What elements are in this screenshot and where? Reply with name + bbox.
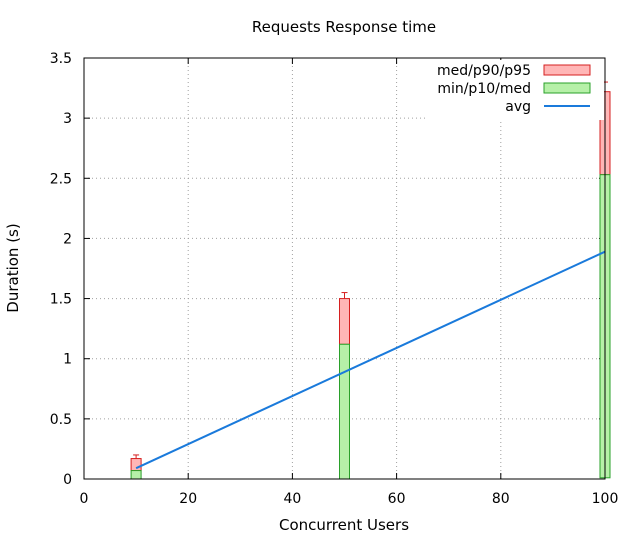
box xyxy=(339,298,350,345)
x-tick-label: 40 xyxy=(283,491,301,507)
box xyxy=(130,470,142,480)
y-tick-label: 0 xyxy=(63,472,72,488)
y-tick-label: 2 xyxy=(63,231,72,247)
box xyxy=(339,343,350,480)
legend-label: med/p90/p95 xyxy=(437,63,531,79)
y-tick-label: 2.5 xyxy=(50,171,72,187)
series-med-p90-p95 xyxy=(130,81,611,472)
legend-label: min/p10/med xyxy=(437,81,531,97)
legend-swatch xyxy=(543,82,591,94)
x-tick-label: 100 xyxy=(592,491,619,507)
legend-swatch xyxy=(543,64,591,76)
chart-title: Requests Response time xyxy=(252,18,436,36)
y-tick-label: 1.5 xyxy=(50,292,72,308)
y-tick-label: 0.5 xyxy=(50,412,72,428)
y-axis-label: Duration (s) xyxy=(4,223,22,312)
series-min-p10-med xyxy=(130,174,611,480)
x-tick-label: 60 xyxy=(388,491,406,507)
x-axis-label: Concurrent Users xyxy=(279,516,409,534)
plot-frame xyxy=(83,57,606,480)
x-tick-label: 0 xyxy=(80,491,89,507)
y-tick-label: 1 xyxy=(63,352,72,368)
avg-line xyxy=(135,250,606,470)
box xyxy=(130,458,142,472)
y-tick-label: 3 xyxy=(63,111,72,127)
y-tick-label: 3.5 xyxy=(50,51,72,67)
legend: med/p90/p95 min/p10/med avg xyxy=(428,60,604,120)
x-tick-label: 20 xyxy=(179,491,197,507)
legend-label: avg xyxy=(505,99,531,115)
x-tick-label: 80 xyxy=(492,491,510,507)
